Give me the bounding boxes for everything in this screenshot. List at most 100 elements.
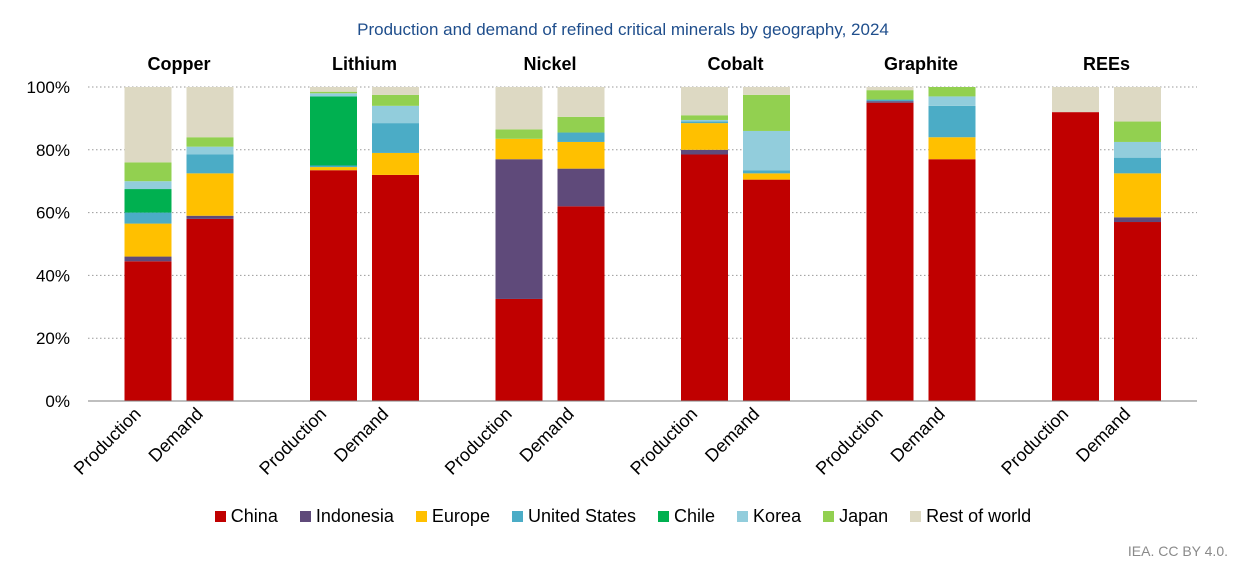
legend-label: Chile xyxy=(674,506,716,526)
bar-segment xyxy=(495,129,543,139)
bar-segment xyxy=(928,105,976,138)
legend-item: United States xyxy=(511,506,637,527)
legend-swatch xyxy=(823,511,835,522)
y-tick-label: 40% xyxy=(36,266,70,285)
group-title: Nickel xyxy=(523,54,576,74)
bar-segment xyxy=(186,173,234,216)
bar-segment xyxy=(681,115,728,120)
bar-segment xyxy=(557,168,605,207)
bar-segment xyxy=(681,87,728,116)
bar-segment xyxy=(1114,222,1161,401)
bar-segment xyxy=(372,152,419,175)
bar-segment xyxy=(124,181,172,190)
bar-segment xyxy=(124,212,172,224)
bar-category-label: Demand xyxy=(145,404,207,466)
bar-segment xyxy=(866,102,914,401)
bar-segment xyxy=(866,99,914,102)
bar-category-label: Demand xyxy=(701,404,763,466)
legend-item: China xyxy=(214,506,278,527)
bar-segment xyxy=(743,94,790,131)
bar-segment xyxy=(124,162,172,182)
bar-segment xyxy=(743,130,790,171)
y-tick-label: 0% xyxy=(45,392,70,411)
bar-segment xyxy=(557,141,605,169)
bar-category-label: Production xyxy=(441,404,516,479)
legend-item: Japan xyxy=(823,506,888,527)
bar-segment xyxy=(1114,121,1161,142)
bar-segment xyxy=(310,93,357,97)
bar-segment xyxy=(310,91,357,94)
legend-item: Rest of world xyxy=(910,506,1031,527)
bar-segment xyxy=(928,137,976,160)
bar-category-label: Production xyxy=(812,404,887,479)
legend-label: United States xyxy=(527,506,637,526)
bar-segment xyxy=(310,165,357,168)
bar-segment xyxy=(310,170,357,401)
bar-segment xyxy=(681,123,728,150)
bar-segment xyxy=(866,87,914,91)
y-tick-label: 100% xyxy=(27,78,70,97)
group-title: REEs xyxy=(1083,54,1130,74)
bar-segment xyxy=(186,218,234,401)
legend-label: Japan xyxy=(839,506,889,526)
bar-segment xyxy=(495,298,543,401)
legend-label: Korea xyxy=(753,506,802,526)
bar-category-label: Demand xyxy=(1072,404,1134,466)
legend-item: Korea xyxy=(737,506,801,527)
bar-segment xyxy=(681,119,728,122)
bar-segment xyxy=(186,146,234,155)
bar-segment xyxy=(124,87,172,163)
legend-label: China xyxy=(230,506,278,526)
bar-category-label: Production xyxy=(70,404,145,479)
bar-segment xyxy=(495,87,543,130)
bar-segment xyxy=(928,87,976,97)
legend-swatch xyxy=(910,511,922,522)
legend-swatch xyxy=(511,511,523,522)
bar-segment xyxy=(372,94,419,106)
bar-category-label: Demand xyxy=(330,404,392,466)
legend-swatch xyxy=(415,511,427,522)
bar-segment xyxy=(495,159,543,299)
bar-segment xyxy=(1114,87,1161,122)
group-title: Copper xyxy=(148,54,211,74)
bar-segment xyxy=(124,261,172,401)
legend-swatch xyxy=(214,511,226,522)
bar-segment xyxy=(681,154,728,401)
bar-segment xyxy=(743,179,790,401)
legend-label: Rest of world xyxy=(926,506,1032,526)
bar-segment xyxy=(372,87,419,95)
bar-segment xyxy=(310,167,357,171)
bar-segment xyxy=(1114,173,1161,218)
bar-category-label: Demand xyxy=(516,404,578,466)
bar-segment xyxy=(186,154,234,174)
legend-item: Chile xyxy=(658,506,715,527)
bar-segment xyxy=(495,138,543,160)
bar-segment xyxy=(310,96,357,166)
bar-segment xyxy=(186,137,234,147)
bar-segment xyxy=(928,96,976,106)
bar-segment xyxy=(186,215,234,219)
bar-segment xyxy=(557,206,605,401)
legend-swatch xyxy=(658,511,670,522)
group-title: Lithium xyxy=(332,54,397,74)
bar-segment xyxy=(743,170,790,174)
bar-segment xyxy=(681,149,728,155)
chart-legend: China Indonesia Europe United States Chile Ko… xyxy=(0,506,1246,527)
legend-item: Indonesia xyxy=(299,506,394,527)
y-tick-label: 20% xyxy=(36,329,70,348)
bar-segment xyxy=(1114,141,1161,158)
bar-category-label: Production xyxy=(997,404,1072,479)
bar-segment xyxy=(557,116,605,133)
bar-category-label: Production xyxy=(255,404,330,479)
bar-segment xyxy=(743,87,790,95)
bar-segment xyxy=(1114,217,1161,223)
bar-segment xyxy=(928,159,976,401)
group-title: Cobalt xyxy=(708,54,764,74)
y-tick-label: 60% xyxy=(36,204,70,223)
source-note: IEA. CC BY 4.0. xyxy=(1127,543,1228,559)
legend-swatch xyxy=(737,511,749,522)
bar-segment xyxy=(681,121,728,124)
bar-segment xyxy=(186,87,234,138)
legend-swatch xyxy=(299,511,311,522)
bar-segment xyxy=(866,90,914,100)
